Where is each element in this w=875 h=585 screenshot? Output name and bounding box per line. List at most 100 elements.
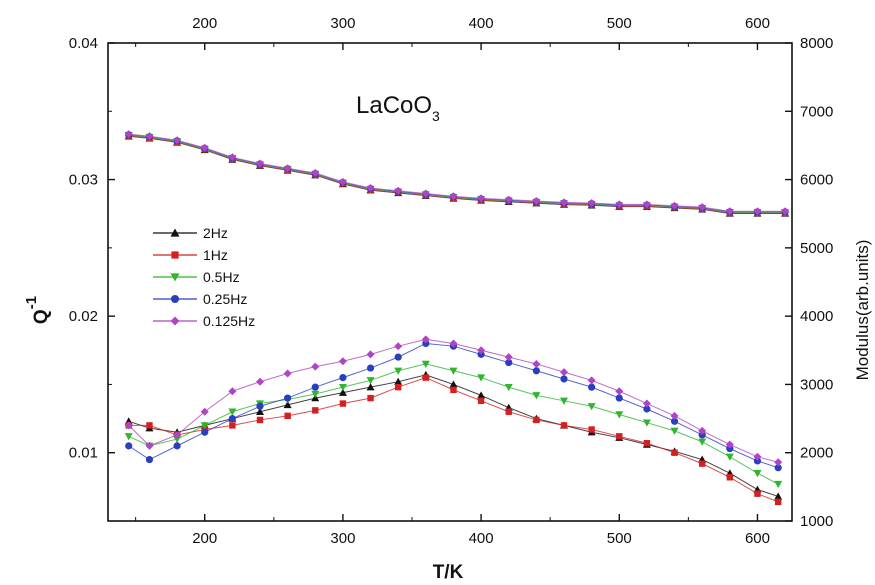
modulus-point <box>449 192 458 201</box>
x-top-tick-label: 400 <box>469 15 494 32</box>
modulus-point <box>560 198 568 207</box>
y2-tick-label: 4000 <box>800 308 833 325</box>
modulus-point <box>124 130 133 139</box>
x-tick-label: 600 <box>745 530 770 547</box>
data-point <box>560 397 568 405</box>
data-point <box>670 427 679 435</box>
data-point <box>366 364 375 372</box>
data-point <box>200 407 209 416</box>
data-point <box>229 422 236 429</box>
data-point <box>173 435 182 444</box>
legend-item: 2Hz <box>153 225 228 241</box>
modulus-line <box>128 134 786 213</box>
data-point <box>698 426 707 435</box>
modulus-point <box>642 200 651 209</box>
legend-label: 2Hz <box>203 225 228 241</box>
data-point <box>753 457 762 465</box>
data-point <box>256 416 264 424</box>
modulus-line <box>128 133 786 212</box>
data-point <box>394 342 403 351</box>
data-point <box>670 411 679 420</box>
series-0.25Hz <box>125 339 782 472</box>
data-point <box>311 383 319 391</box>
data-point <box>774 492 783 500</box>
data-point <box>449 367 458 375</box>
data-point <box>477 346 486 355</box>
series-line <box>128 374 779 497</box>
modulus-point <box>477 194 486 203</box>
legend-label: 1Hz <box>203 247 228 263</box>
legend-swatch-marker <box>170 273 180 282</box>
legend-swatch-marker <box>171 251 179 259</box>
x-tick-label: 200 <box>192 530 217 547</box>
legend-item: 0.125Hz <box>153 313 255 329</box>
data-point <box>774 480 783 489</box>
chart-title: LaCoO3 <box>356 92 440 124</box>
data-point <box>283 400 292 409</box>
data-point <box>588 426 595 433</box>
chart-title-subscript: 3 <box>432 108 440 124</box>
modulus-point <box>173 136 182 145</box>
data-point <box>367 394 374 402</box>
data-point <box>450 386 457 394</box>
data-point <box>560 368 568 377</box>
chart-title-main: LaCoO <box>356 92 432 119</box>
legend-swatch-marker <box>170 294 180 304</box>
y-axis-right: 1000 2000 3000 4000 5000 6000 7000 8000 <box>785 35 833 530</box>
y-axis-left: 0.01 0.02 0.03 0.04 <box>69 35 115 462</box>
x-axis-title: T/K <box>433 562 464 583</box>
data-point <box>642 399 651 408</box>
modulus-point <box>394 186 403 195</box>
modulus-point <box>366 184 375 193</box>
y-tick-label: 0.02 <box>69 308 98 325</box>
data-point <box>477 350 485 358</box>
data-point <box>366 377 375 385</box>
x-top-tick-label: 500 <box>607 15 632 32</box>
x-top-tick-label: 200 <box>192 15 217 32</box>
data-point <box>560 422 568 429</box>
internal-friction-series <box>124 335 783 506</box>
data-point <box>753 452 762 461</box>
data-point <box>532 367 540 375</box>
modulus-series-2Hz <box>124 132 790 217</box>
data-point <box>505 358 513 367</box>
data-point <box>421 360 430 368</box>
y2-tick-label: 3000 <box>800 376 833 393</box>
modulus-point <box>338 177 347 186</box>
data-point <box>284 412 291 420</box>
y2-tick-label: 5000 <box>800 240 833 257</box>
series-line <box>128 342 779 469</box>
data-point <box>671 449 678 456</box>
plot-area-border <box>107 42 793 522</box>
x-tick-label: 400 <box>469 530 494 547</box>
x-tick-label: 300 <box>330 530 355 547</box>
data-point <box>533 416 540 424</box>
y-tick-label: 0.01 <box>69 445 98 462</box>
y2-tick-label: 8000 <box>800 35 833 52</box>
series-1Hz <box>125 374 782 506</box>
data-point <box>774 458 783 467</box>
plot-frame <box>107 42 793 522</box>
modulus-series-0.5Hz <box>124 131 790 217</box>
data-point <box>394 383 402 391</box>
data-point <box>228 408 237 416</box>
modulus-series <box>124 130 790 217</box>
data-point <box>228 387 237 396</box>
data-point <box>587 403 596 411</box>
legend-item: 0.5Hz <box>153 269 240 285</box>
legend-swatch-marker <box>170 316 180 326</box>
data-point <box>774 498 782 506</box>
data-point <box>726 474 734 481</box>
data-point <box>124 433 133 441</box>
data-point <box>698 438 707 446</box>
data-point <box>477 391 486 399</box>
x-axis-bottom: 200 300 400 500 600 <box>135 514 770 547</box>
data-point <box>643 439 651 447</box>
modulus-point <box>283 164 292 173</box>
data-point <box>339 400 347 407</box>
modulus-point <box>753 207 762 216</box>
modulus-point <box>145 132 154 141</box>
modulus-point <box>698 203 707 212</box>
modulus-point <box>421 189 430 198</box>
